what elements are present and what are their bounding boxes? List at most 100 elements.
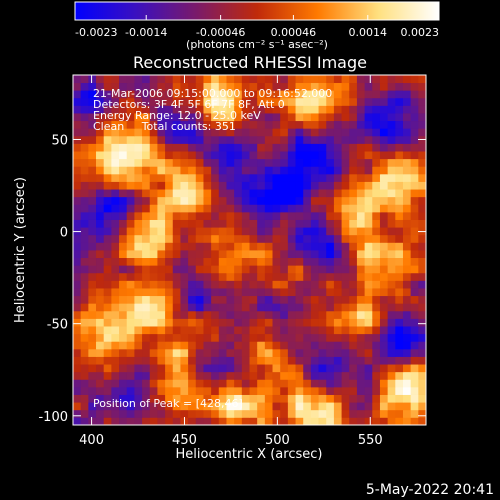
heatmap-cell: [257, 173, 266, 182]
heatmap-cell: [149, 113, 158, 122]
heatmap-cell: [310, 189, 319, 198]
heatmap-cell: [318, 211, 327, 220]
heatmap-cell: [387, 394, 396, 403]
heatmap-cell: [364, 303, 373, 312]
heatmap-cell: [349, 356, 358, 365]
heatmap-cell: [211, 120, 220, 129]
heatmap-cell: [226, 364, 235, 373]
heatmap-cell: [126, 288, 135, 297]
heatmap-cell: [149, 189, 158, 198]
heatmap-cell: [226, 356, 235, 365]
heatmap-cell: [111, 272, 120, 281]
heatmap-cell: [165, 90, 174, 99]
heatmap-cell: [418, 173, 427, 182]
heatmap-cell: [111, 75, 120, 84]
heatmap-cell: [318, 113, 327, 122]
heatmap-cell: [96, 402, 105, 411]
heatmap-cell: [341, 128, 350, 137]
heatmap-cell: [372, 166, 381, 175]
heatmap-cell: [295, 295, 304, 304]
heatmap-cell: [341, 356, 350, 365]
heatmap-cell: [418, 318, 427, 327]
heatmap-cell: [142, 371, 151, 380]
heatmap-cell: [295, 257, 304, 266]
heatmap-cell: [349, 257, 358, 266]
heatmap-cell: [349, 189, 358, 198]
heatmap-cell: [341, 402, 350, 411]
heatmap-cell: [402, 151, 412, 160]
heatmap-cell: [111, 288, 120, 297]
heatmap-cell: [88, 280, 97, 289]
heatmap-cell: [241, 364, 250, 373]
heatmap-cell: [264, 272, 273, 281]
heatmap-cell: [226, 341, 235, 350]
heatmap-cell: [180, 303, 189, 312]
heatmap-cell: [402, 257, 412, 266]
heatmap-cell: [418, 341, 427, 350]
heatmap-cell: [379, 265, 389, 274]
heatmap-cell: [257, 113, 266, 122]
heatmap-cell: [195, 386, 204, 395]
heatmap-cell: [80, 303, 89, 312]
heatmap-cell: [387, 234, 396, 243]
heatmap-cell: [303, 82, 312, 91]
heatmap-cell: [119, 394, 128, 403]
heatmap-cell: [195, 166, 204, 175]
heatmap-cell: [241, 234, 250, 243]
heatmap-cell: [349, 151, 358, 160]
heatmap-cell: [418, 97, 427, 106]
heatmap-cell: [356, 341, 365, 350]
heatmap-cell: [157, 386, 166, 395]
heatmap-cell: [119, 333, 128, 342]
heatmap-cell: [333, 204, 342, 213]
heatmap-cell: [80, 234, 89, 243]
heatmap-cell: [410, 326, 419, 335]
heatmap-cell: [326, 181, 335, 190]
heatmap-cell: [287, 371, 296, 380]
heatmap-cell: [165, 227, 174, 236]
heatmap-cell: [172, 90, 181, 99]
heatmap-cell: [364, 234, 373, 243]
heatmap-cell: [180, 272, 189, 281]
heatmap-cell: [410, 151, 419, 160]
heatmap-cell: [211, 288, 220, 297]
heatmap-cell: [387, 250, 396, 259]
heatmap-cell: [295, 219, 304, 228]
heatmap-cell: [134, 341, 143, 350]
heatmap-cell: [134, 379, 143, 388]
heatmap-cell: [203, 341, 212, 350]
heatmap-cell: [172, 128, 181, 137]
heatmap-cell: [134, 265, 143, 274]
heatmap-cell: [111, 105, 120, 114]
heatmap-cell: [234, 227, 243, 236]
heatmap-cell: [410, 303, 419, 312]
heatmap-cell: [264, 75, 273, 84]
heatmap-cell: [80, 211, 89, 220]
heatmap-cell: [149, 250, 158, 259]
heatmap-cell: [241, 135, 250, 144]
heatmap-cell: [264, 280, 273, 289]
heatmap-cell: [134, 402, 143, 411]
heatmap-cell: [318, 151, 327, 160]
heatmap-cell: [188, 386, 197, 395]
heatmap-cell: [349, 211, 358, 220]
heatmap-cell: [119, 166, 128, 175]
heatmap-cell: [218, 158, 227, 167]
heatmap-cell: [372, 219, 381, 228]
heatmap-cell: [172, 135, 181, 144]
heatmap-cell: [364, 120, 373, 129]
heatmap-cell: [172, 158, 181, 167]
heatmap-cell: [241, 166, 250, 175]
heatmap-cell: [287, 105, 296, 114]
heatmap-cell: [387, 326, 396, 335]
heatmap-cell: [111, 295, 120, 304]
heatmap-cell: [188, 265, 197, 274]
heatmap-cell: [157, 158, 166, 167]
heatmap-cell: [379, 143, 389, 152]
heatmap-cell: [272, 409, 281, 418]
heatmap-cell: [295, 280, 304, 289]
heatmap-cell: [80, 135, 89, 144]
heatmap-cell: [356, 417, 365, 426]
heatmap-cell: [402, 242, 412, 251]
heatmap-cell: [303, 280, 312, 289]
